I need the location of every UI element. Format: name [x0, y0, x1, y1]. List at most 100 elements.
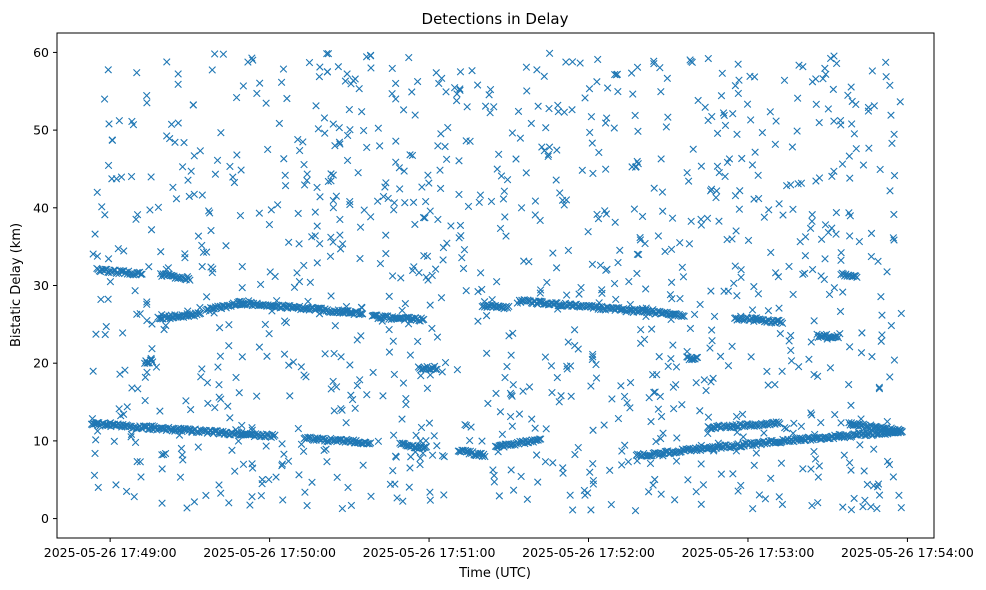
data-point: [845, 343, 854, 351]
data-point: [225, 499, 233, 507]
data-point: [775, 493, 783, 501]
data-point: [633, 157, 641, 166]
data-point: [652, 437, 660, 446]
data-point: [808, 217, 816, 226]
data-point: [289, 358, 298, 366]
data-point: [303, 501, 311, 510]
data-point: [507, 351, 515, 359]
data-point: [336, 231, 344, 239]
data-point: [256, 280, 265, 289]
data-point: [656, 63, 664, 72]
data-point: [437, 294, 446, 302]
data-point: [588, 139, 596, 147]
data-point: [509, 486, 518, 494]
data-point: [341, 77, 350, 85]
data-point: [435, 79, 443, 88]
data-point: [163, 58, 171, 66]
data-point: [668, 214, 677, 222]
data-point: [763, 367, 771, 376]
data-point: [883, 268, 891, 276]
data-point: [878, 331, 886, 339]
data-point: [421, 214, 429, 222]
data-point: [385, 292, 393, 301]
data-point: [830, 167, 838, 175]
data-point: [680, 312, 688, 320]
data-point: [217, 128, 225, 137]
data-point: [890, 210, 898, 219]
data-point: [736, 187, 744, 195]
data-point: [712, 187, 721, 195]
data-point: [714, 439, 723, 447]
data-point: [134, 385, 142, 393]
data-point: [886, 187, 894, 195]
data-point: [397, 274, 405, 282]
data-point: [658, 188, 667, 196]
data-point: [649, 305, 657, 314]
data-point: [752, 449, 761, 457]
data-point: [290, 283, 299, 292]
data-point: [844, 380, 853, 389]
data-point: [198, 241, 206, 250]
data-point: [327, 292, 335, 300]
data-point: [194, 232, 203, 240]
data-point: [465, 436, 474, 445]
data-point: [275, 119, 284, 128]
data-point: [215, 481, 223, 489]
y-tick-label: 20: [33, 356, 49, 371]
data-point: [385, 348, 394, 356]
data-point: [238, 353, 247, 361]
data-point: [176, 473, 185, 481]
data-point: [625, 277, 633, 286]
data-point: [733, 130, 741, 139]
data-point: [405, 53, 413, 62]
data-point: [522, 63, 531, 71]
data-point: [607, 500, 615, 509]
data-point: [143, 99, 151, 107]
data-point: [285, 361, 293, 369]
data-point: [752, 314, 761, 322]
data-point: [544, 152, 552, 161]
data-point: [459, 264, 468, 273]
data-point: [385, 325, 393, 334]
data-point: [684, 476, 692, 484]
data-point: [601, 119, 610, 127]
data-point: [858, 329, 866, 337]
data-point: [592, 360, 600, 369]
data-point: [626, 404, 634, 412]
data-point: [255, 209, 264, 217]
data-point: [531, 197, 540, 205]
data-point: [301, 488, 309, 496]
data-point: [506, 412, 515, 421]
data-point: [778, 500, 787, 509]
data-point: [650, 59, 658, 68]
data-point: [104, 66, 112, 74]
data-point: [535, 435, 544, 443]
data-point: [799, 63, 807, 71]
data-point: [738, 410, 747, 419]
data-point: [731, 262, 739, 270]
data-point: [209, 265, 217, 273]
data-point: [294, 424, 303, 433]
data-point: [503, 176, 512, 184]
data-point: [554, 107, 563, 116]
data-point: [313, 259, 321, 267]
data-point: [704, 413, 713, 421]
data-point: [100, 95, 109, 103]
data-point: [174, 119, 182, 127]
data-point: [89, 250, 97, 258]
data-point: [474, 317, 482, 325]
data-point: [543, 278, 551, 287]
data-point: [104, 161, 113, 170]
data-point: [661, 447, 670, 456]
data-point: [737, 312, 745, 320]
data-point: [853, 273, 861, 282]
data-point: [127, 172, 136, 181]
data-point: [633, 63, 642, 71]
data-point: [167, 120, 176, 129]
data-point: [376, 259, 385, 268]
data-point: [406, 151, 414, 159]
data-point: [847, 401, 855, 410]
data-point: [467, 423, 475, 431]
data-point: [650, 184, 658, 192]
data-point: [889, 234, 898, 242]
